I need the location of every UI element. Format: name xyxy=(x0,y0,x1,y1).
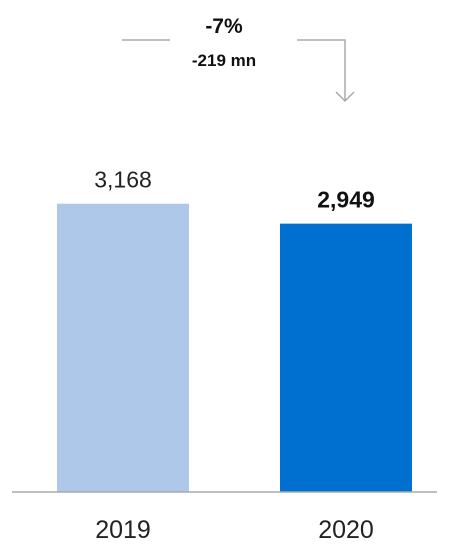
bars xyxy=(57,203,412,493)
connector-line-right xyxy=(297,39,346,101)
bar-2019 xyxy=(57,203,189,492)
change-connector xyxy=(122,39,355,103)
change-absolute-label: -219 mn xyxy=(192,51,256,70)
value-label-2020: 2,949 xyxy=(317,187,375,213)
value-label-2019: 3,168 xyxy=(94,167,152,193)
x-tick-label-2020: 2020 xyxy=(318,516,374,544)
x-tick-label-2019: 2019 xyxy=(95,516,151,544)
down-arrow-icon xyxy=(335,91,355,103)
bar-2020 xyxy=(280,223,412,493)
change-percent-label: -7% xyxy=(205,15,243,38)
